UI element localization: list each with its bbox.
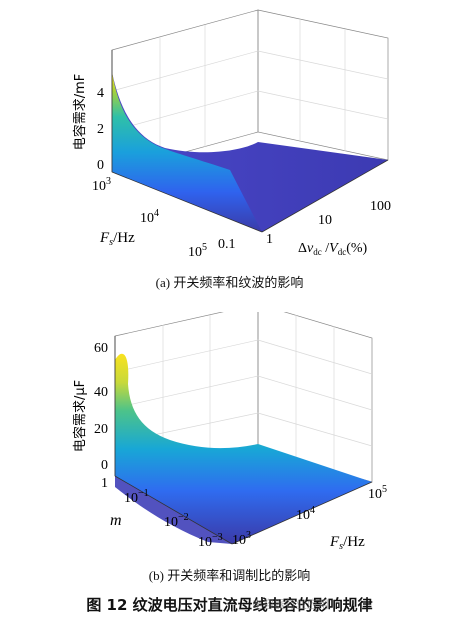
z-label-a: 电容需求/mF <box>72 74 88 151</box>
x-tick-a-2: 105 <box>188 242 207 260</box>
axes-a <box>111 50 389 233</box>
axes-b <box>114 336 373 545</box>
y-tick-b-1: 104 <box>296 505 315 523</box>
surface-plot-a: 0 2 4 电容需求/mF 103 104 105 Fs/Hz 0.1 1 10… <box>72 9 391 260</box>
z-tick-a-1: 2 <box>97 122 104 137</box>
y-tick-a-2: 10 <box>318 213 332 228</box>
caption-a: (a) 开关频率和纹波的影响 <box>155 275 304 290</box>
plot-a: 0 2 4 电容需求/mF 103 104 105 Fs/Hz 0.1 1 10… <box>0 0 459 262</box>
y-tick-a-1: 1 <box>266 232 273 247</box>
y-label-b: Fs/Hz <box>329 534 365 552</box>
caption-b: (b) 开关频率和调制比的影响 <box>148 568 311 583</box>
watermark: 电容器行业应用 <box>252 598 329 611</box>
z-tick-a-2: 4 <box>97 86 104 101</box>
x-tick-a-0: 103 <box>92 176 111 194</box>
y-tick-a-0: 0.1 <box>218 237 236 252</box>
x-tick-b-3: 10−3 <box>198 532 223 550</box>
surface-plot-b: 0 20 40 60 电容需求/μF 1 10−1 10−2 10−3 m 10… <box>72 312 387 552</box>
x-tick-b-2: 10−2 <box>164 512 189 530</box>
y-tick-a-3: 100 <box>370 199 391 214</box>
surface-b <box>115 353 372 544</box>
plot-b: 0 20 40 60 电容需求/μF 1 10−1 10−2 10−3 m 10… <box>0 312 459 564</box>
z-tick-b-2: 40 <box>94 385 108 400</box>
x-label-a: Fs/Hz <box>99 230 135 248</box>
x-tick-b-0: 1 <box>101 476 108 491</box>
z-tick-b-3: 60 <box>94 341 108 356</box>
x-label-b: m <box>110 512 122 529</box>
z-tick-b-1: 20 <box>94 422 108 437</box>
figure-title: 图 12 纹波电压对直流母线电容的影响规律 <box>86 596 373 614</box>
surface-a <box>112 72 388 232</box>
y-label-a: Δvdc /Vdc(%) <box>298 241 368 257</box>
y-tick-b-0: 103 <box>232 530 251 548</box>
x-tick-a-1: 104 <box>140 208 159 226</box>
z-tick-b-0: 0 <box>101 458 108 473</box>
z-label-b: 电容需求/μF <box>72 380 88 452</box>
y-tick-b-2: 105 <box>368 484 387 502</box>
x-tick-b-1: 10−1 <box>124 488 149 506</box>
z-tick-a-0: 0 <box>97 158 104 173</box>
